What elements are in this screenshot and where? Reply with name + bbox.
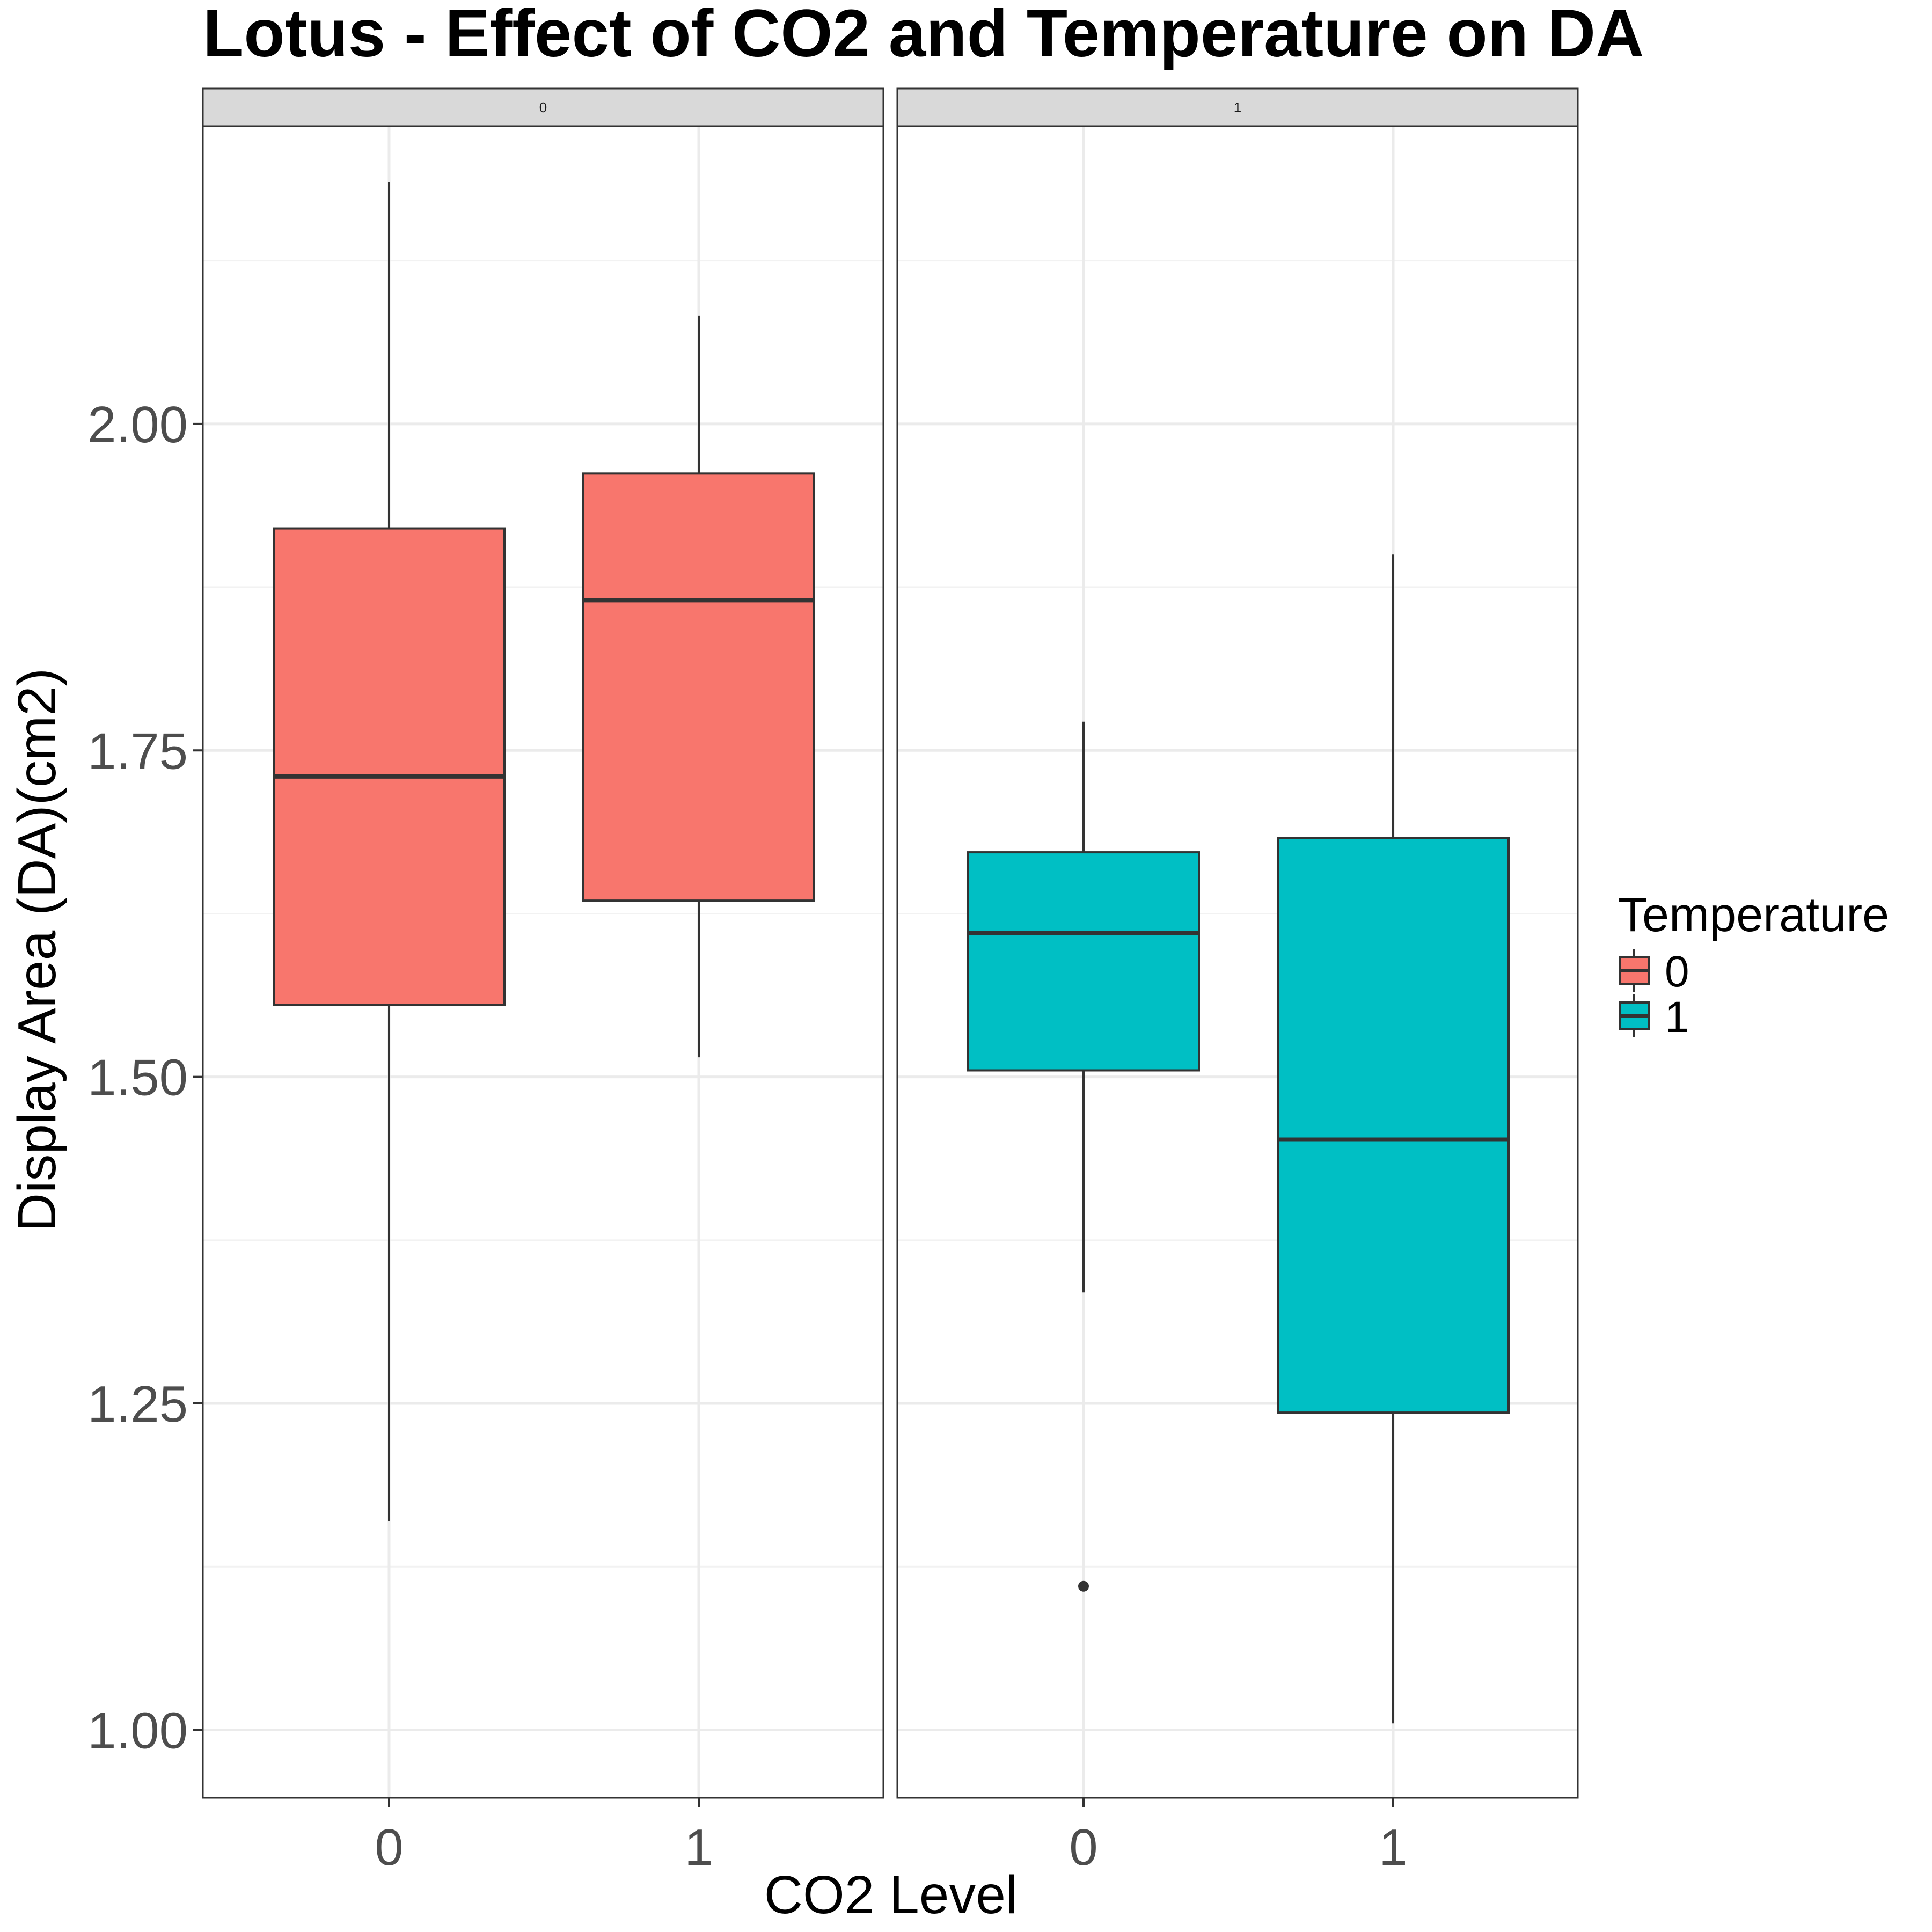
x-axis-title: CO2 Level xyxy=(764,1865,1018,1925)
facet-panel-0: 0 0 1 1.00 1.25 1.50 1.75 2.00 xyxy=(87,87,884,1876)
y-tick-label: 1.75 xyxy=(87,722,188,780)
legend-label-0: 0 xyxy=(1665,947,1689,996)
legend-label-1: 1 xyxy=(1665,993,1689,1042)
facet-strip-label: 1 xyxy=(1234,99,1241,115)
boxplot-0-1 xyxy=(582,315,815,1058)
y-axis-title: Display Area (DA)(cm2) xyxy=(7,668,67,1232)
y-tick-label: 1.50 xyxy=(87,1049,188,1107)
outlier-point xyxy=(1078,1580,1089,1592)
legend-title: Temperature xyxy=(1618,888,1889,942)
facet-strip xyxy=(896,87,1579,127)
x-tick-label: 1 xyxy=(1379,1819,1407,1876)
x-tick-label: 0 xyxy=(1069,1819,1097,1876)
facet-panel-1: 1 0 1 xyxy=(896,87,1579,1876)
boxplot-1-1 xyxy=(1277,554,1510,1724)
legend-entry-1: 1 xyxy=(1619,993,1689,1042)
legend-entry-0: 0 xyxy=(1619,947,1689,996)
boxplot-1-0 xyxy=(967,721,1200,1592)
facet-panels: 0 0 1 1.00 1.25 1.50 1.75 2.00 1 0 1 xyxy=(87,87,1579,1876)
facet-strip xyxy=(202,87,884,127)
box xyxy=(967,851,1200,1072)
y-tick-label: 1.25 xyxy=(87,1375,188,1433)
box xyxy=(1277,837,1510,1414)
boxplot-0-0 xyxy=(273,182,506,1521)
facet-strip-label: 0 xyxy=(539,99,547,115)
box xyxy=(582,472,815,902)
y-tick-label: 2.00 xyxy=(87,396,188,453)
x-tick-label: 0 xyxy=(375,1819,403,1876)
chart-title: Lotus - Effect of CO2 and Temperature on… xyxy=(203,0,1644,71)
legend: Temperature 01 xyxy=(1618,888,1889,1042)
x-tick-label: 1 xyxy=(684,1819,713,1876)
box xyxy=(273,527,506,1006)
y-tick-label: 1.00 xyxy=(87,1702,188,1759)
